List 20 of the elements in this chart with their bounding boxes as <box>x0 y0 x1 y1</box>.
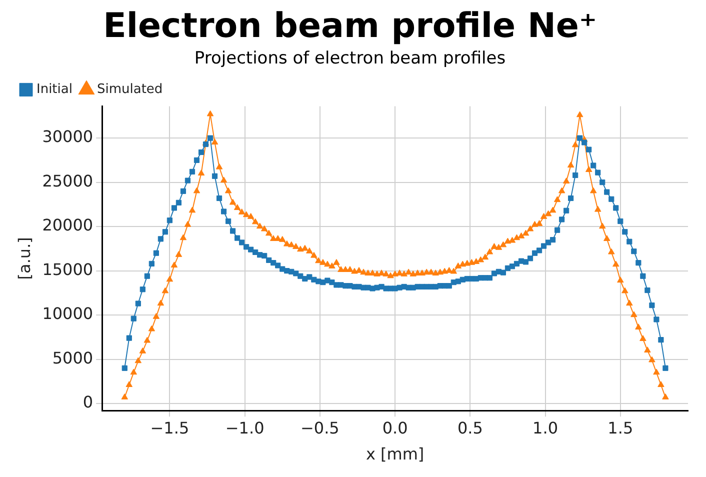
y-axis-title: [a.u.] <box>14 237 34 280</box>
y-tick-label: 0 <box>82 392 94 412</box>
y-tick-label: 20000 <box>42 216 94 235</box>
x-axis-title: x [mm] <box>366 444 424 464</box>
x-tick-label: 0.0 <box>382 418 408 438</box>
y-tick-label: 5000 <box>52 348 94 368</box>
y-tick-label: 30000 <box>42 127 94 146</box>
legend-label: Simulated <box>96 82 163 98</box>
x-tick-label: −1.5 <box>150 418 190 438</box>
chart-subtitle: Projections of electron beam profiles <box>194 48 506 68</box>
legend-label: Initial <box>36 82 72 98</box>
y-tick-label: 10000 <box>42 304 94 324</box>
x-tick-label: 0.5 <box>457 418 483 438</box>
y-tick-label: 25000 <box>42 171 94 190</box>
x-tick-label: −1.0 <box>225 418 264 438</box>
x-tick-label: −0.5 <box>300 418 340 438</box>
x-tick-label: 1.0 <box>532 418 558 438</box>
chart-title: Electron beam profile Ne⁺ <box>103 6 597 46</box>
x-tick-label: 1.5 <box>608 418 634 438</box>
y-tick-label: 15000 <box>42 260 94 279</box>
